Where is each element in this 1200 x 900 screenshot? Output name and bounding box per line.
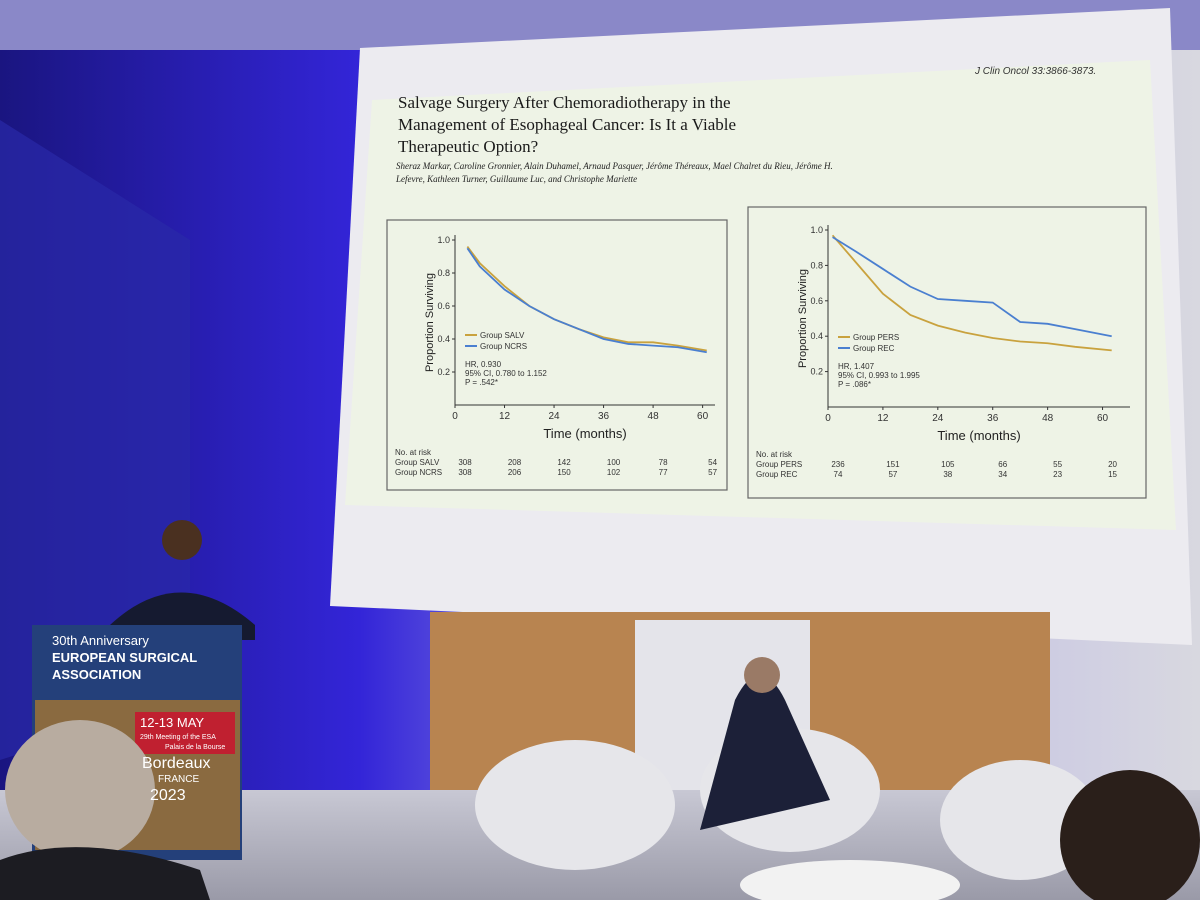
banner-anniversary: 30th Anniversary	[52, 633, 149, 648]
y-tick-label: 0.4	[810, 331, 823, 341]
risk-count: 77	[659, 468, 668, 477]
chart-frame	[386, 219, 728, 491]
banner-meeting: 29th Meeting of the ESA	[140, 734, 216, 741]
banner-line: ASSOCIATION	[52, 667, 141, 682]
risk-count: 15	[1108, 470, 1117, 479]
risk-count: 308	[458, 458, 472, 467]
risk-count: 151	[886, 460, 900, 469]
y-tick-label: 0.8	[810, 260, 823, 270]
annotation: 95% CI, 0.780 to 1.152	[465, 369, 547, 378]
risk-count: 150	[557, 468, 571, 477]
audience-head	[5, 720, 155, 860]
person-head	[744, 657, 780, 693]
x-tick-label: 60	[697, 411, 709, 422]
risk-count: 100	[607, 458, 621, 467]
x-tick-label: 48	[1042, 413, 1054, 424]
chair	[475, 740, 675, 870]
speaker-head	[162, 520, 202, 560]
chair	[940, 760, 1100, 880]
legend-label: Group SALV	[480, 331, 525, 340]
lectern-date-box	[135, 712, 235, 754]
x-tick-label: 36	[987, 413, 999, 424]
audience	[0, 847, 210, 900]
banner-country: FRANCE	[158, 774, 199, 785]
annotation: P = .542*	[465, 378, 498, 387]
table	[740, 860, 960, 900]
risk-count: 208	[508, 458, 522, 467]
y-tick-label: 0.2	[810, 367, 823, 377]
risk-table-label: No. at risk	[756, 450, 793, 459]
x-tick-label: 0	[825, 413, 831, 424]
banner-line: EUROPEAN SURGICAL	[52, 650, 197, 665]
risk-row-name: Group PERS	[756, 460, 802, 469]
y-axis-label: Proportion Surviving	[797, 269, 809, 368]
y-tick-label: 0.4	[437, 334, 450, 344]
window	[0, 120, 190, 760]
risk-count: 66	[998, 460, 1007, 469]
risk-count: 23	[1053, 470, 1062, 479]
x-tick-label: 60	[1097, 413, 1109, 424]
banner-city: Bordeaux	[142, 755, 211, 772]
banner-venue: Palais de la Bourse	[165, 744, 225, 751]
risk-table-label: No. at risk	[395, 448, 432, 457]
annotation: HR, 0.930	[465, 360, 502, 369]
y-tick-label: 0.6	[437, 301, 450, 311]
x-tick-label: 24	[932, 413, 944, 424]
risk-count: 78	[659, 458, 668, 467]
x-tick-label: 48	[648, 411, 660, 422]
x-axis-label: Time (months)	[543, 426, 626, 441]
risk-count: 57	[888, 470, 897, 479]
survival-curve	[832, 236, 1112, 338]
y-tick-label: 0.8	[437, 268, 450, 278]
risk-row-name: Group SALV	[395, 458, 440, 467]
legend-label: Group PERS	[853, 333, 899, 342]
annotation: P = .086*	[838, 380, 871, 389]
slide	[345, 60, 1176, 530]
slide-authors: Sheraz Markar, Caroline Gronnier, Alain …	[396, 161, 833, 184]
y-tick-label: 1.0	[810, 225, 823, 235]
risk-count: 20	[1108, 460, 1117, 469]
y-tick-label: 0.6	[810, 296, 823, 306]
risk-count: 54	[708, 458, 717, 467]
risk-count: 102	[607, 468, 621, 477]
risk-row-name: Group REC	[756, 470, 798, 479]
person	[700, 675, 830, 830]
risk-count: 34	[998, 470, 1007, 479]
audience-head	[1060, 770, 1200, 900]
banner-year: 2023	[150, 787, 186, 804]
x-tick-label: 12	[499, 411, 511, 422]
legend-label: Group NCRS	[480, 342, 527, 351]
banner-dates: 12-13 MAY	[140, 715, 204, 730]
legend-label: Group REC	[853, 344, 895, 353]
citation: J Clin Oncol 33:3866-3873.	[975, 66, 1097, 77]
risk-count: 74	[834, 470, 843, 479]
slide-title: Salvage Surgery After Chemoradiotherapy …	[398, 93, 737, 156]
chart-frame	[747, 206, 1147, 499]
risk-count: 142	[557, 458, 571, 467]
x-tick-label: 12	[877, 413, 889, 424]
risk-count: 57	[708, 468, 717, 477]
x-tick-label: 36	[598, 411, 610, 422]
x-tick-label: 24	[548, 411, 560, 422]
risk-count: 236	[831, 460, 845, 469]
risk-count: 105	[941, 460, 955, 469]
risk-count: 206	[508, 468, 522, 477]
survival-curve	[831, 234, 1112, 352]
risk-row-name: Group NCRS	[395, 468, 442, 477]
risk-count: 308	[458, 468, 472, 477]
x-axis-label: Time (months)	[937, 428, 1020, 443]
y-axis-label: Proportion Surviving	[424, 273, 436, 372]
risk-count: 55	[1053, 460, 1062, 469]
risk-count: 38	[943, 470, 952, 479]
y-tick-label: 0.2	[437, 367, 450, 377]
annotation: HR, 1.407	[838, 362, 875, 371]
y-tick-label: 1.0	[437, 235, 450, 245]
survival-curve	[466, 247, 707, 354]
annotation: 95% CI, 0.993 to 1.995	[838, 371, 920, 380]
x-tick-label: 0	[452, 411, 458, 422]
